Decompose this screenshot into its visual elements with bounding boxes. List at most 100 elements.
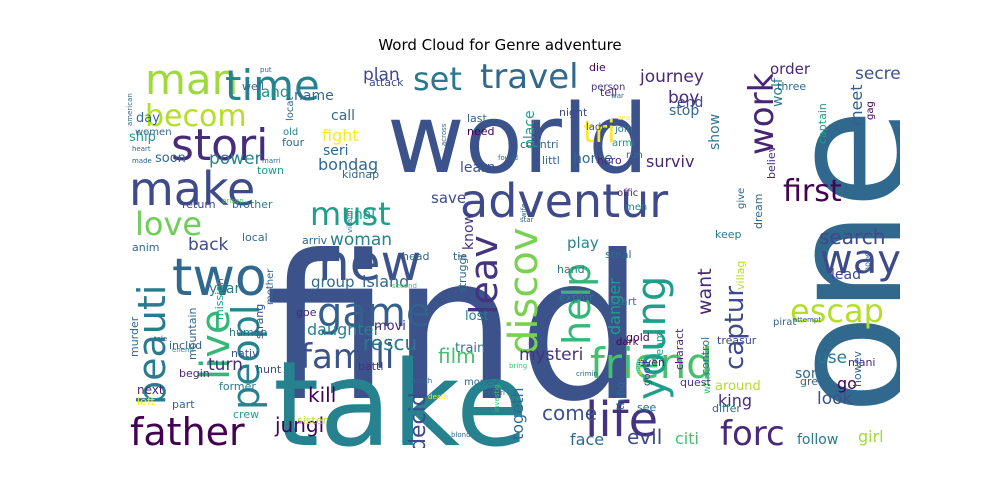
word-come: come <box>542 401 597 425</box>
word-nativ: nativ <box>231 347 259 360</box>
word-learn: learn <box>460 160 495 176</box>
word-town: town <box>257 164 284 177</box>
word-left: left <box>137 395 156 408</box>
word-men: men <box>625 202 647 213</box>
word-girl: girl <box>858 427 884 446</box>
word-tri: tri <box>583 115 615 150</box>
word-night: night <box>559 106 588 119</box>
word-look: look <box>817 389 853 409</box>
word-star: star <box>520 216 534 224</box>
word-goe: goe <box>296 306 317 319</box>
word-sister: sister <box>297 414 328 427</box>
word-former: former <box>219 380 256 393</box>
word-found: found <box>498 154 518 162</box>
word-tie: tie <box>453 250 467 263</box>
word-plan: plan <box>363 65 400 85</box>
word-train: train <box>455 341 485 356</box>
word-father: father <box>130 410 245 448</box>
word-see: see <box>637 401 656 414</box>
word-good: good <box>642 361 653 386</box>
word-escap: escap <box>790 292 884 330</box>
word-believ: believ <box>765 145 778 179</box>
word-boy: boy <box>668 88 699 108</box>
word-rescu: rescu <box>363 331 417 355</box>
word-man: man <box>145 60 238 104</box>
word-great: great <box>800 375 830 388</box>
word-wolf: wolf <box>770 77 786 107</box>
word-daughter: daughter <box>307 320 381 339</box>
word-use: use <box>817 348 847 368</box>
word-young: young <box>629 276 675 400</box>
word-life: life <box>585 392 658 448</box>
word-stori: stori <box>171 120 268 171</box>
word-home: home <box>573 151 613 167</box>
word-pirat: pirat <box>773 317 796 328</box>
word-find: find <box>265 213 645 446</box>
word-hunt: hunt <box>256 363 282 376</box>
word-show: show <box>707 114 723 150</box>
word-first: first <box>783 174 842 209</box>
word-surviv: surviv <box>646 152 694 171</box>
word-blond: blond <box>451 431 471 439</box>
word-second: second <box>392 282 417 290</box>
word-cloud: find one take world adventur new two life stori m… <box>125 60 900 448</box>
word-human: human <box>229 326 267 339</box>
word-evil: evil <box>627 425 662 448</box>
word-decid: decid <box>406 392 431 448</box>
word-follow: follow <box>797 432 838 448</box>
word-togeth: togeth <box>508 388 527 440</box>
word-women: women <box>135 127 172 138</box>
word-return: return <box>182 198 216 211</box>
word-last: last <box>467 112 488 125</box>
word-part: part <box>172 398 195 411</box>
word-old: old <box>283 127 298 138</box>
word-world: world <box>387 85 649 195</box>
word-way: way <box>820 237 900 283</box>
word-die: die <box>589 61 606 74</box>
word-leav: leav <box>462 235 506 315</box>
word-becom: becom <box>145 99 247 134</box>
word-live: live <box>193 309 239 380</box>
word-famili: famili <box>300 337 394 377</box>
word-two: two <box>172 248 267 308</box>
word-keep: keep <box>715 228 742 241</box>
word-danger: danger <box>605 278 624 335</box>
word-bondag: bondag <box>318 155 378 174</box>
word-team: team <box>653 331 666 360</box>
word-forc: forc <box>720 414 785 448</box>
word-must: must <box>310 195 391 233</box>
word-attack: attack <box>369 76 404 89</box>
word-well: well <box>242 80 264 93</box>
word-lead: lead <box>831 267 861 283</box>
word-mother: mother <box>265 268 276 305</box>
word-final: final <box>345 207 375 223</box>
word-armi: armi <box>612 138 635 149</box>
word-experi: experi <box>483 389 505 397</box>
word-heart: heart <box>132 145 151 153</box>
word-marri: marri <box>262 157 281 165</box>
word-time: time <box>225 61 320 110</box>
word-seri: seri <box>323 143 349 159</box>
word-white: white <box>702 367 713 394</box>
word-fight: fight <box>322 126 359 145</box>
word-face: face <box>570 430 604 448</box>
word-villain: villain <box>346 212 354 233</box>
word-start: start <box>611 295 637 308</box>
word-even: even <box>638 356 665 369</box>
word-treasur: treasur <box>717 334 757 347</box>
word-call: call <box>331 108 355 124</box>
word-four: four <box>282 136 305 149</box>
word-attempt: attempt <box>793 316 821 324</box>
word-day: day <box>136 111 160 126</box>
word-tale: tale <box>154 335 167 343</box>
word-anim: anim <box>132 241 159 254</box>
word-around: around <box>715 379 761 394</box>
word-struggl: struggl <box>456 254 469 293</box>
word-gold: gold <box>626 331 650 344</box>
word-next: next <box>137 383 164 397</box>
word-three: three <box>777 80 806 93</box>
word-beauti: beauti <box>130 285 174 405</box>
word-tell: tell <box>600 86 617 99</box>
word-power: power <box>209 149 262 169</box>
word-explor: explor <box>559 291 594 304</box>
